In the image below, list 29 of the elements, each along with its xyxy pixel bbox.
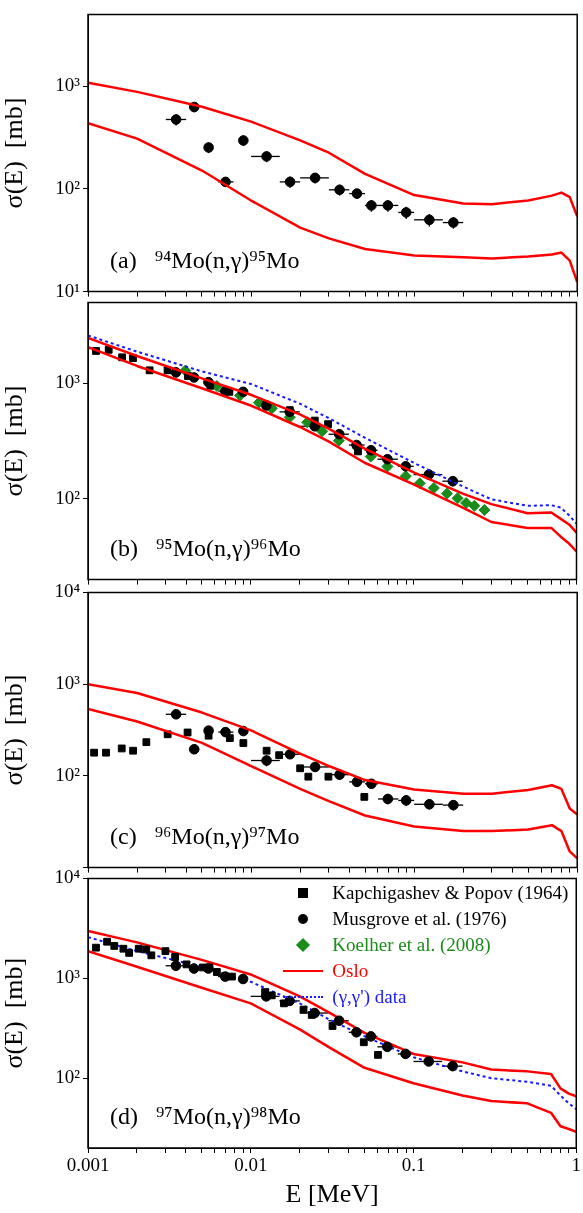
- y-tick-label: 10²: [55, 1066, 81, 1088]
- y-axis-title: σ(E) [mb]: [0, 97, 29, 209]
- annotation: (a) ⁹⁴Mo(n,γ)⁹⁵Mo: [110, 246, 300, 273]
- y-tick-label: 10²: [55, 763, 81, 785]
- legend-label: Oslo: [332, 959, 369, 984]
- x-tick-label: 1: [571, 1154, 581, 1176]
- y-tick-label: 10²: [55, 176, 81, 198]
- y-tick-label: 10³: [55, 74, 81, 96]
- y-tick-label: 10²: [55, 486, 81, 508]
- annotation: (b) ⁹⁵Mo(n,γ)⁹⁶Mo: [110, 534, 301, 561]
- y-axis-title: σ(E) [mb]: [0, 674, 29, 786]
- legend-label: Musgrove et al. (1976): [332, 907, 507, 932]
- legend-label: Kapchigashev & Popov (1964): [332, 881, 569, 906]
- y-axis-title: σ(E) [mb]: [0, 957, 29, 1069]
- legend-label: (γ,γ') data: [332, 985, 407, 1010]
- y-axis-title: σ(E) [mb]: [0, 385, 29, 497]
- annotation: (d) ⁹⁷Mo(n,γ)⁹⁸Mo: [110, 1103, 301, 1129]
- y-tick-label: 10⁴: [54, 580, 81, 602]
- legend-label: Koelher et al. (2008): [332, 933, 491, 958]
- y-tick-label: 10³: [55, 966, 81, 988]
- y-tick-label: 10³: [55, 371, 81, 393]
- x-tick-label: 0.001: [66, 1154, 110, 1176]
- x-axis-title: E [MeV]: [285, 1179, 379, 1209]
- y-tick-label: 10⁴: [54, 866, 81, 888]
- x-tick-label: 0.01: [234, 1154, 268, 1176]
- y-tick-label: 10³: [55, 672, 81, 694]
- annotation: (c) ⁹⁶Mo(n,γ)⁹⁷Mo: [110, 822, 300, 849]
- x-tick-label: 0.1: [401, 1154, 426, 1176]
- y-tick-label: 10¹: [55, 279, 81, 301]
